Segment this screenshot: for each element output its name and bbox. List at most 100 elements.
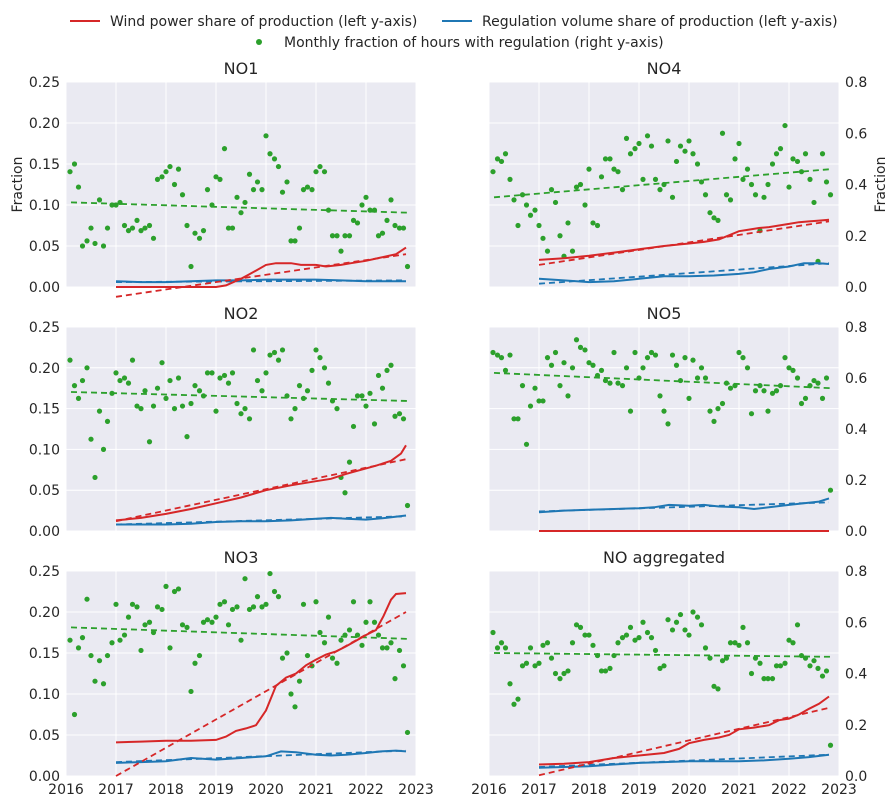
fraction-point [71,383,78,389]
fraction-point [275,594,282,600]
fraction-point [577,344,584,350]
fraction-point [150,629,157,636]
fraction-point [279,347,286,353]
fraction-point [498,355,505,361]
fraction-point [188,688,194,695]
fraction-point [627,624,634,630]
fraction-point [200,228,207,234]
fraction-point [686,395,692,401]
fraction-point [263,601,269,607]
fraction-point [490,349,496,356]
fraction-point [125,380,132,386]
panel-title: NO3 [224,548,259,567]
fraction-point [765,408,771,414]
fraction-point [519,192,526,198]
fraction-point [773,388,780,394]
wind-line [538,218,830,261]
fraction-trend-line [493,652,832,658]
fraction-point [304,184,311,190]
fraction-point [325,614,332,620]
y2-tick-label: 0.6 [845,126,867,142]
fraction-point [150,235,157,241]
fraction-trend-line [493,168,832,199]
fraction-point [548,187,555,193]
fraction-point [573,622,580,628]
fraction-point [404,263,411,270]
panel-no1: 0.00 0.05 0.10 0.15 0.20 0.25 Fraction NO1 [10,59,417,298]
fraction-point [288,416,294,422]
fraction-point [84,238,90,244]
x-tick-label: 2019 [198,782,234,798]
y-tick-label: 0.15 [29,402,60,418]
fraction-point [661,663,667,669]
x-tick-label: 2018 [571,782,607,798]
fraction-point [552,199,559,206]
fraction-point [544,355,551,361]
fraction-point [246,416,253,422]
fraction-point [757,660,763,666]
fraction-point [71,711,78,718]
fraction-point [346,459,353,465]
fraction-point [702,645,709,651]
fraction-point [396,647,403,654]
fraction-point [511,701,517,707]
panel-title: NO5 [647,304,682,323]
fraction-point [113,370,119,376]
fraction-point [715,686,721,692]
fraction-point [359,202,365,208]
x-tick-label: 2016 [471,782,507,798]
fraction-point [225,622,232,628]
fraction-point [690,609,696,615]
fraction-point [392,676,398,682]
fraction-point [619,187,626,193]
fraction-point [640,176,646,182]
fraction-point [665,617,671,623]
fraction-point [254,179,261,185]
fraction-point [271,349,278,356]
fraction-point [590,220,596,226]
fraction-point [577,624,584,630]
fraction-point [296,225,303,231]
fraction-point [200,619,207,625]
y-tick-label: 0.20 [29,605,60,621]
fraction-point [134,403,140,409]
fraction-point [598,174,605,180]
fraction-point [321,640,328,646]
fraction-point [515,696,521,702]
fraction-point [163,395,169,401]
regulation-trend-line [115,515,407,526]
fraction-point [279,655,286,661]
regulation-trend-line [538,501,830,513]
fraction-point [594,222,601,229]
fraction-point [92,240,98,247]
fraction-point [263,133,269,139]
fraction-point [536,398,542,404]
fraction-point [209,619,215,625]
fraction-point [267,151,273,157]
fraction-point [786,637,792,643]
panel-no3: 0.00 0.05 0.10 0.15 0.20 0.25 2016 2017 2018 2019… [29,548,434,798]
y2-tick-label: 0.0 [845,524,867,540]
fraction-point [329,655,336,661]
fraction-point [159,360,165,366]
fraction-point [204,370,211,376]
fraction-point [598,668,605,674]
fraction-point [727,385,734,391]
fraction-point [217,176,223,182]
fraction-point [229,225,236,231]
y2-tick-label: 0.4 [845,422,867,438]
fraction-point [292,406,298,412]
fraction-point [698,179,705,185]
y-tick-label: 0.05 [29,483,60,499]
fraction-point [325,207,332,213]
fraction-point [375,372,382,379]
fraction-point [702,375,709,381]
fraction-point [338,637,344,643]
fraction-point [802,151,809,157]
fraction-point [288,691,294,697]
fraction-point [823,668,830,674]
fraction-point [171,181,178,188]
fraction-point [92,678,98,684]
fraction-point [392,222,398,229]
